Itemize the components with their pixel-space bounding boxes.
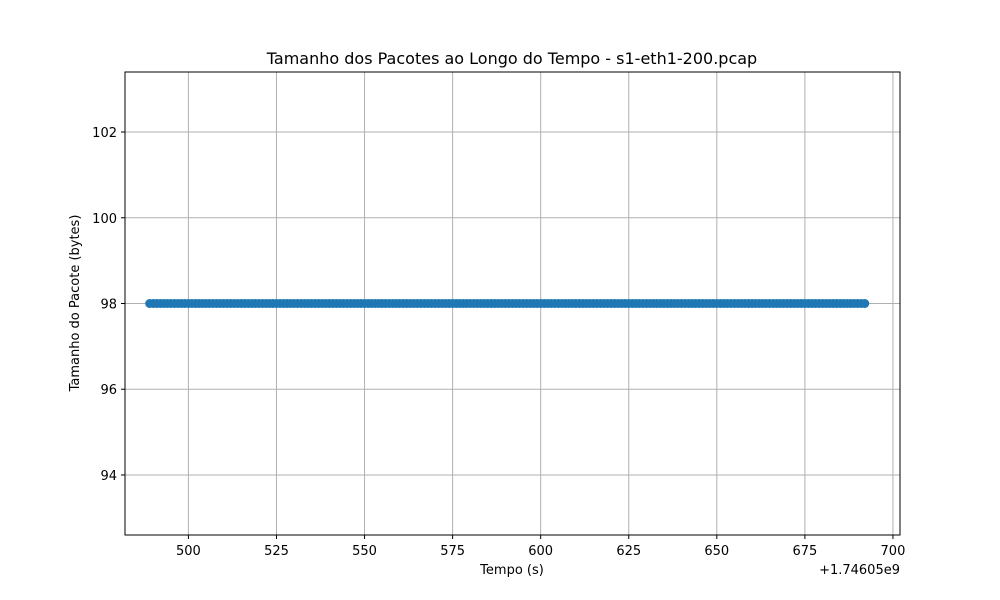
y-tick-label: 94	[100, 469, 117, 484]
y-axis-ticks: 94 96 98 100 102	[92, 126, 125, 484]
chart-title: Tamanho dos Pacotes ao Longo do Tempo - …	[266, 49, 757, 68]
x-tick-label: 525	[264, 544, 289, 559]
x-tick-label: 500	[176, 544, 201, 559]
x-tick-label: 550	[352, 544, 377, 559]
x-tick-label: 575	[440, 544, 465, 559]
x-axis-ticks: 500 525 550 575 600 625 650 675 700	[176, 535, 905, 559]
x-tick-label: 700	[881, 544, 906, 559]
y-tick-label: 102	[92, 126, 117, 141]
x-axis-offset-label: +1.74605e9	[819, 563, 900, 578]
y-axis-label: Tamanho do Pacote (bytes)	[68, 215, 83, 393]
y-tick-label: 100	[92, 212, 117, 227]
x-axis-label: Tempo (s)	[479, 563, 544, 578]
x-tick-label: 600	[528, 544, 553, 559]
y-tick-label: 98	[100, 298, 117, 313]
x-tick-label: 625	[616, 544, 641, 559]
data-point	[860, 299, 870, 308]
x-tick-label: 650	[704, 544, 729, 559]
y-tick-label: 96	[100, 383, 117, 398]
data-points	[145, 299, 870, 308]
x-tick-label: 675	[792, 544, 817, 559]
